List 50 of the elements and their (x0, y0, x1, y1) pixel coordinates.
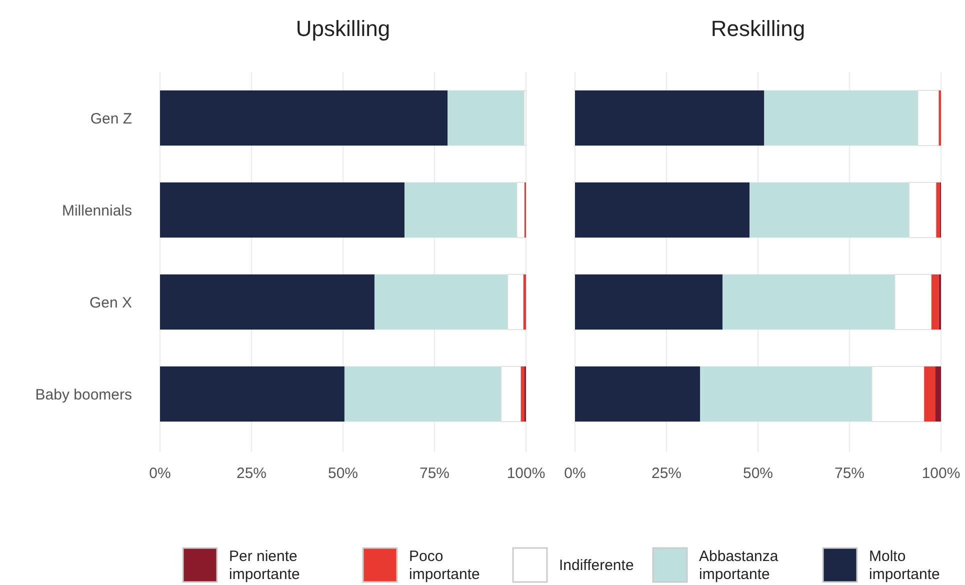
bar (722, 274, 895, 330)
bar (160, 274, 374, 330)
bar (500, 366, 522, 422)
bar (908, 182, 937, 238)
bar (935, 366, 941, 422)
legend-label: Poco importante (409, 548, 480, 583)
bar (918, 90, 940, 146)
bar (936, 182, 940, 238)
legend-label: Per niente importante (229, 548, 300, 583)
x-tick-label: 0% (564, 465, 586, 482)
y-tick-label: Baby boomers (35, 386, 132, 404)
bar (924, 366, 936, 422)
bar (374, 274, 508, 330)
bar (871, 366, 925, 422)
x-tick-label: 0% (149, 465, 171, 482)
bar (448, 90, 524, 146)
bar (160, 90, 448, 146)
x-tick-label: 50% (328, 465, 358, 482)
bar (516, 182, 525, 238)
bar (700, 366, 872, 422)
bar (575, 274, 722, 330)
chart-title: Reskilling (710, 16, 806, 41)
bar (894, 274, 932, 330)
bar (404, 182, 517, 238)
legend-label: Abbastanza importante (699, 548, 779, 583)
x-tick-label: 25% (651, 465, 682, 482)
y-tick-label: Millennials (62, 202, 132, 220)
x-tick-label: 25% (236, 465, 267, 482)
bar (575, 366, 700, 422)
bar (160, 366, 344, 422)
bar (931, 274, 939, 330)
bar (520, 366, 524, 422)
chart-title: Upskilling (296, 16, 390, 41)
bar (344, 366, 502, 422)
x-tick-label: 50% (742, 465, 774, 482)
bar (750, 182, 910, 238)
bar (575, 182, 750, 238)
x-tick-label: 75% (419, 465, 450, 482)
x-tick-label: 100% (922, 465, 960, 482)
x-tick-label: 75% (834, 465, 865, 482)
bar (507, 274, 524, 330)
x-tick-label: 100% (506, 465, 546, 482)
legend-label: Indifferente (559, 557, 634, 574)
bar (160, 182, 404, 238)
y-tick-label: Gen Z (90, 110, 132, 128)
bar (523, 274, 526, 330)
legend-label: Molto importante (869, 548, 940, 583)
y-tick-label: Gen X (89, 294, 132, 312)
bar (764, 90, 918, 146)
bar (575, 90, 764, 146)
